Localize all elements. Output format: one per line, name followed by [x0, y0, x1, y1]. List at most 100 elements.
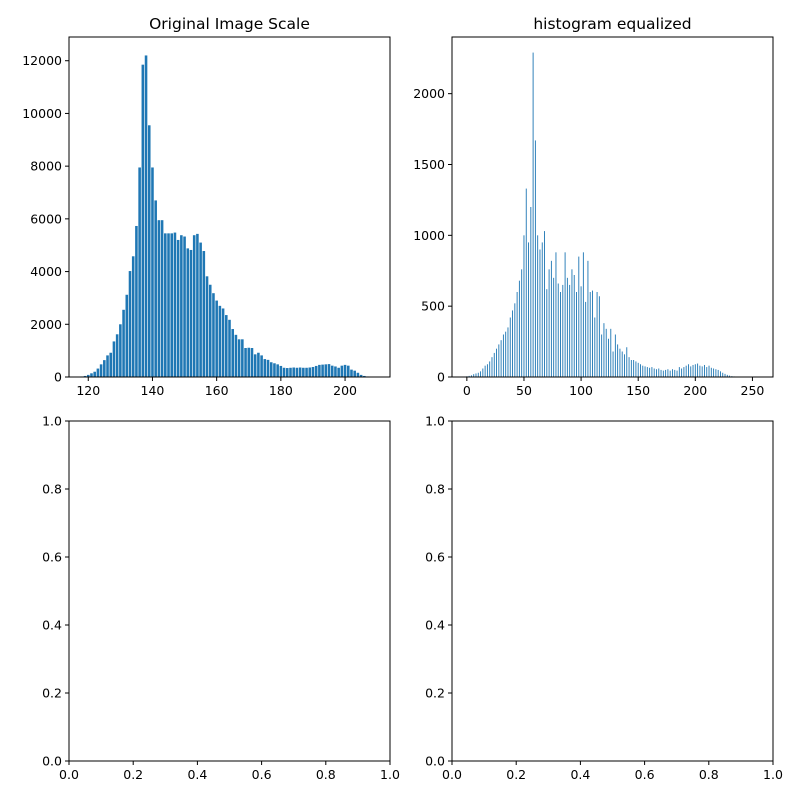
- histogram-bar: [624, 354, 625, 377]
- histogram-bar: [656, 369, 657, 377]
- histogram-bar: [699, 365, 701, 377]
- histogram-bar: [658, 368, 660, 377]
- histogram-bar: [676, 370, 678, 378]
- histogram-bar: [582, 252, 584, 377]
- x-tick-label: 0.0: [59, 767, 79, 782]
- histogram-bar: [350, 369, 353, 377]
- histogram-bar: [589, 292, 591, 377]
- histogram-bar: [231, 329, 234, 377]
- histogram-bar: [192, 235, 196, 377]
- x-tick-label: 0.6: [635, 767, 655, 782]
- histogram-bar: [541, 242, 543, 377]
- histogram-bar: [489, 361, 491, 377]
- histogram-bar: [697, 363, 699, 377]
- histogram-bar: [628, 357, 630, 377]
- x-tick-label: 0.2: [123, 767, 143, 782]
- histogram-bar: [674, 369, 676, 377]
- histogram-bar: [83, 375, 87, 377]
- histogram-bar: [337, 367, 340, 377]
- histogram-bar: [311, 366, 315, 377]
- histogram-bar: [635, 361, 637, 377]
- histogram-bar: [553, 277, 555, 377]
- y-tick-label: 0: [54, 370, 62, 385]
- histogram-bar: [90, 373, 93, 377]
- histogram-bar: [196, 233, 199, 377]
- histogram-bar: [112, 341, 116, 377]
- histogram-bar: [314, 365, 318, 377]
- histogram-bar: [587, 260, 589, 377]
- histogram-bar: [621, 351, 623, 377]
- histogram-bar: [708, 365, 710, 377]
- histogram-bar: [722, 372, 724, 377]
- histogram-bar: [359, 374, 363, 377]
- histogram-bar: [286, 368, 289, 377]
- histogram-bar: [596, 292, 598, 377]
- axes-frame: [68, 36, 391, 378]
- histogram-bar: [199, 242, 202, 377]
- histogram-bar: [151, 167, 154, 377]
- histogram-bar: [715, 369, 717, 377]
- histogram-bar: [318, 364, 321, 377]
- histogram-bar: [295, 367, 299, 377]
- histogram-bar: [539, 249, 541, 377]
- histogram-bar: [176, 239, 180, 377]
- histogram-bar: [523, 235, 525, 377]
- histogram-bar: [482, 368, 484, 377]
- histogram-bar: [237, 339, 241, 377]
- histogram-bar: [208, 284, 212, 377]
- histogram-bar: [729, 375, 731, 377]
- histogram-bar: [340, 365, 344, 377]
- histogram-bar: [502, 334, 504, 377]
- y-tick-label: 1000: [413, 228, 445, 243]
- histogram-bar: [720, 371, 721, 377]
- histogram-bar: [692, 364, 694, 377]
- histogram-bar: [605, 328, 607, 377]
- histogram-bar: [594, 317, 596, 377]
- y-tick-label: 0.6: [42, 550, 62, 565]
- y-tick-label: 0.0: [42, 754, 62, 769]
- histogram-bar: [557, 283, 559, 377]
- histogram-bar: [667, 369, 669, 377]
- histogram-bar: [610, 328, 612, 377]
- histogram-bar: [106, 355, 109, 377]
- histogram-bar: [260, 355, 263, 377]
- histogram-bar: [135, 225, 138, 377]
- x-tick-label: 0.8: [316, 767, 336, 782]
- histogram-bar: [276, 364, 279, 377]
- histogram-bar: [500, 340, 502, 377]
- y-tick-label: 1500: [413, 157, 445, 172]
- y-tick-label: 0.8: [42, 482, 62, 497]
- histogram-bar: [205, 276, 209, 377]
- histogram-bar: [653, 368, 655, 377]
- histogram-bar: [183, 236, 186, 377]
- histogram-bar: [710, 367, 712, 377]
- axes-frame: [451, 420, 774, 762]
- histogram-bar: [154, 200, 157, 377]
- histogram-bar: [706, 367, 708, 377]
- histogram-bar: [202, 251, 206, 377]
- y-tick-label: 4000: [30, 264, 62, 279]
- histogram-bar: [713, 368, 715, 377]
- x-tick-label: 250: [741, 383, 765, 398]
- y-tick-label: 0.8: [425, 482, 445, 497]
- y-tick-label: 8000: [30, 159, 62, 174]
- histogram-bar: [603, 323, 605, 377]
- histogram-bar: [324, 364, 328, 377]
- histogram-bar: [334, 366, 337, 377]
- histogram-bar: [173, 232, 177, 377]
- histogram-bar: [363, 375, 366, 377]
- histogram-bar: [103, 360, 106, 377]
- histogram-bar: [630, 360, 632, 377]
- histogram-bar: [170, 233, 174, 377]
- x-tick-label: 140: [141, 383, 165, 398]
- histogram-bar: [688, 364, 689, 377]
- histogram-bar: [496, 348, 497, 377]
- histogram-bar: [480, 371, 482, 377]
- histogram-bar: [119, 324, 122, 377]
- histogram-bar: [244, 348, 247, 377]
- histogram-bar: [608, 338, 609, 377]
- histogram-bar: [633, 360, 635, 377]
- y-tick-label: 1.0: [425, 414, 445, 429]
- histogram-bar: [555, 252, 557, 377]
- histogram-bar: [662, 370, 664, 378]
